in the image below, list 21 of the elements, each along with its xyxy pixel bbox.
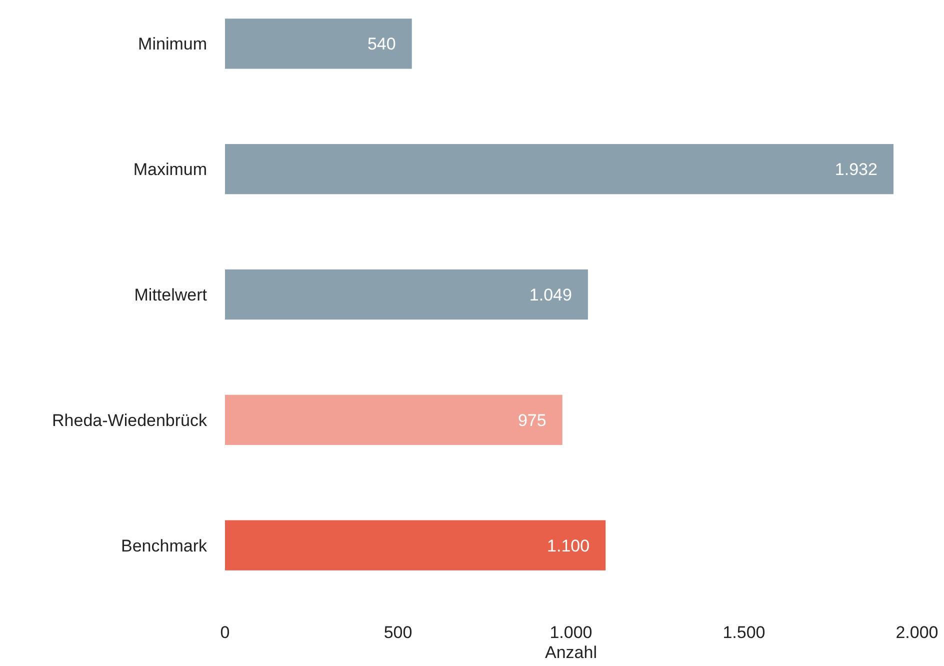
bar: [225, 520, 606, 570]
y-tick-label: Mittelwert: [134, 285, 208, 304]
x-tick-label: 0: [220, 623, 230, 642]
bar: [225, 269, 588, 320]
y-tick-label: Rheda-Wiedenbrück: [52, 410, 208, 430]
data-label: 1.049: [529, 285, 572, 304]
x-tick-label: 1.500: [722, 623, 766, 642]
y-tick-label: Minimum: [138, 34, 207, 54]
data-label: 1.100: [547, 536, 590, 556]
bar: [225, 394, 562, 445]
bar: [225, 144, 894, 194]
x-tick-label: 500: [384, 623, 412, 642]
y-tick-label: Benchmark: [121, 536, 208, 556]
x-tick-label: 1.000: [550, 623, 592, 642]
data-label: 975: [518, 410, 546, 430]
data-label: 1.932: [834, 160, 878, 180]
y-tick-label: Maximum: [133, 160, 207, 180]
data-label: 540: [367, 34, 396, 54]
bar: [225, 18, 412, 69]
x-axis-title: Anzahl: [545, 643, 597, 662]
x-tick-label: 2.000: [896, 623, 938, 642]
